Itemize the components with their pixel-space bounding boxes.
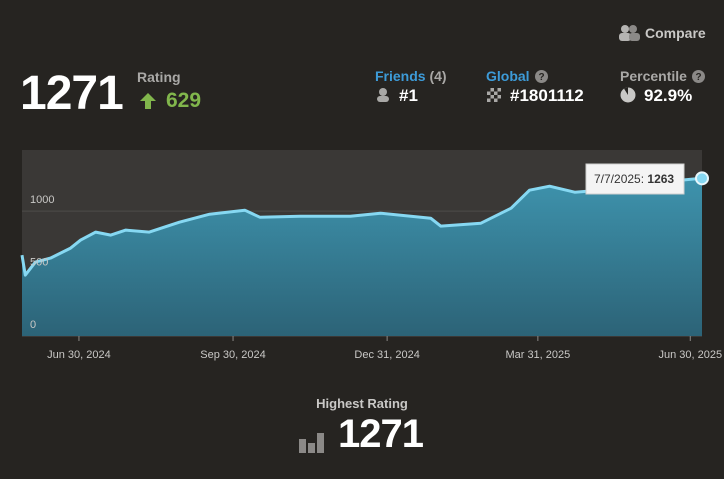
x-tick-label: Jun 30, 2025	[658, 349, 722, 361]
pie-icon	[620, 87, 636, 103]
percentile-value: 92.9%	[644, 86, 693, 105]
friends-rank: #1	[399, 86, 418, 105]
hover-point	[695, 171, 709, 186]
tooltip-text: 7/7/2025: 1263	[594, 172, 674, 186]
rating-label: Rating	[137, 69, 181, 85]
tooltip-value: 1263	[647, 172, 674, 186]
x-tick-label: Mar 31, 2025	[505, 349, 570, 361]
help-icon: ?	[534, 69, 548, 83]
svg-text:?: ?	[538, 72, 544, 83]
y-tick-label: 500	[30, 257, 48, 269]
friends-label: Friends	[375, 68, 426, 84]
compare-button[interactable]: Compare	[618, 24, 706, 42]
rating-value: 1271	[20, 67, 124, 120]
area	[22, 178, 702, 336]
svg-text:?: ?	[695, 72, 701, 83]
tooltip: 7/7/2025: 1263	[585, 163, 685, 195]
x-tick-label: Dec 31, 2024	[354, 349, 419, 361]
bars-icon	[299, 433, 324, 453]
y-tick-label: 0	[30, 319, 36, 331]
y-tick-label: 1000	[30, 194, 54, 206]
friends-header[interactable]: Friends (4)	[375, 68, 447, 84]
highest-value: 1271	[338, 412, 424, 456]
tooltip-box	[585, 163, 685, 195]
line	[20, 176, 703, 277]
global-rank: #1801112	[510, 86, 584, 105]
percentile-label: Percentile	[620, 68, 687, 84]
x-tick-label: Jun 30, 2024	[47, 349, 111, 361]
up-arrow	[140, 93, 156, 109]
highest-label: Highest Rating	[316, 396, 408, 411]
help-icon: ?	[691, 69, 705, 83]
friends-count: (4)	[429, 68, 447, 84]
compare-label: Compare	[645, 25, 706, 41]
person-icon	[377, 88, 389, 102]
percentile-header: Percentile ?	[620, 68, 705, 84]
tooltip-date: 7/7/2025:	[594, 172, 644, 186]
global-label: Global	[486, 68, 530, 84]
rating-change: 629	[166, 89, 202, 112]
x-tick-label: Sep 30, 2024	[200, 349, 265, 361]
compare-icon	[619, 25, 640, 41]
global-header[interactable]: Global ?	[486, 68, 548, 84]
checker-icon	[487, 88, 501, 102]
